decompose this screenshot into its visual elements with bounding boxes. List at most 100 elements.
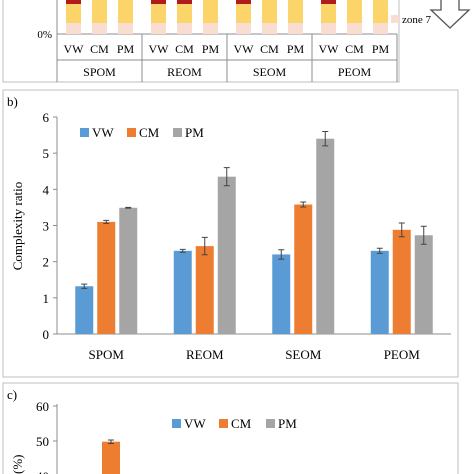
panel-b-legend-label-pm: PM <box>185 125 204 140</box>
panel-c: c) (%) 60 50 40 VW CM PM <box>2 382 459 474</box>
panel-a-stack-segment-pink <box>262 23 277 34</box>
panel-a-legend-label-zone7: zone 7 <box>402 14 432 26</box>
panel-b-category-label: SEOM <box>285 347 322 362</box>
panel-c-y-tick-label: 40 <box>36 469 49 474</box>
panel-b-y-tick-label: 2 <box>43 255 50 270</box>
panel-b-category-label: REOM <box>186 347 224 362</box>
panel-b-bar-vw-seom <box>272 254 291 334</box>
panel-b-error-bar <box>376 247 383 254</box>
panel-c-legend: VW CM PM <box>172 416 297 431</box>
panel-a-group-label: SEOM <box>253 65 287 79</box>
panel-a-stack-segment-pink <box>373 23 388 34</box>
panel-b-y-tick-label: 0 <box>43 327 50 342</box>
panel-b-legend-swatch-vw <box>80 128 89 137</box>
panel-a-bar-label: VW <box>319 42 340 56</box>
panel-a-bar-label: PM <box>117 42 135 56</box>
panel-a-stack-segment-pink <box>151 23 166 34</box>
panel-b-bar-vw-peom <box>370 250 389 334</box>
panel-a-bar-label: VW <box>149 42 170 56</box>
arrow-down-icon <box>429 0 471 29</box>
panel-a-frame <box>2 0 400 83</box>
panel-b-error-bar <box>179 248 186 253</box>
panel-c-legend-label-cm: CM <box>231 416 252 431</box>
panel-b-category-label: SPOM <box>89 347 125 362</box>
panel-a-stack-segment-pink <box>203 23 218 34</box>
panel-b-bar-pm-reom <box>217 176 236 334</box>
panel-a-stack-segment-red <box>151 0 166 4</box>
panel-b-error-bar <box>201 236 208 256</box>
panel-a-stack-segment-yellow <box>92 0 107 23</box>
panel-b-bar-pm-peom <box>414 235 433 334</box>
panel-b-error-bar <box>300 201 307 208</box>
panel-b-y-tick-label: 4 <box>43 182 50 197</box>
panel-a-legend-swatch-zone7 <box>391 15 399 23</box>
panel-c-bar-cm-spom <box>102 441 120 474</box>
panel-a-stack-segment-red <box>177 0 192 4</box>
panel-a-bar-label: CM <box>345 42 364 56</box>
panel-a-stack-segment-red <box>236 0 251 4</box>
panel-a-stack-segment-red <box>321 0 336 4</box>
panel-b-bar-cm-seom <box>294 204 313 334</box>
panel-a-stack-segment-pink <box>118 23 133 34</box>
panel-a-stack-segment-yellow <box>262 0 277 23</box>
panel-a-bar-labels: VW CM PM VW CM PM VW CM PM VW CM PM <box>64 42 390 56</box>
panel-a-stack-segment-pink <box>288 23 303 34</box>
panel-b-bar-pm-spom <box>119 207 138 334</box>
panel-b-error-bar <box>322 130 329 147</box>
panel-a: 0% VW CM PM VW CM PM VW CM PM VW CM PM SPOM REOM SEOM… <box>2 0 471 83</box>
panel-b-bar-cm-peom <box>392 229 411 334</box>
panel-a-bar-label: PM <box>202 42 220 56</box>
panel-b-bar-cm-spom <box>97 221 116 334</box>
panel-b-bars <box>75 130 433 334</box>
panel-a-bar-label: PM <box>287 42 305 56</box>
panel-b-error-bar <box>103 219 110 224</box>
panel-a-group-label: SPOM <box>83 65 116 79</box>
panel-a-stack-segment-yellow <box>288 0 303 23</box>
panel-b-error-bar <box>398 222 405 238</box>
panel-c-legend-swatch-pm <box>266 419 275 428</box>
panel-a-stack-segment-yellow <box>203 0 218 23</box>
panel-c-legend-label-pm: PM <box>278 416 297 431</box>
panel-b-error-bar <box>420 225 427 245</box>
panel-a-bar-label: PM <box>372 42 390 56</box>
panel-a-group-label: REOM <box>167 65 202 79</box>
panel-a-stack-segment-pink <box>177 23 192 34</box>
panel-b: b) Complexity ratio 0 1 2 3 4 5 6 SPOM REOM SEOM… <box>2 89 459 378</box>
panel-a-group-label: PEOM <box>338 65 372 79</box>
panel-a-group-labels: SPOM REOM SEOM PEOM <box>83 65 371 79</box>
panel-b-y-tick-label: 3 <box>43 219 50 234</box>
panel-b-error-bar <box>81 283 88 289</box>
panel-a-stack-segment-yellow <box>177 0 192 23</box>
panel-b-legend: VW CM PM <box>80 125 204 140</box>
panel-b-error-bar <box>125 206 132 209</box>
panel-a-bar-label: VW <box>234 42 255 56</box>
panel-a-bar-label: CM <box>175 42 194 56</box>
panel-c-bars <box>102 439 120 474</box>
panel-c-frame <box>2 382 459 474</box>
panel-a-stack-segment-yellow <box>118 0 133 23</box>
panel-b-frame <box>2 89 459 378</box>
panel-a-stack-segment-yellow <box>151 0 166 23</box>
panel-a-stack-segment-red <box>66 0 81 4</box>
panel-a-stack-segment-pink <box>321 23 336 34</box>
panel-c-y-label-fragment: (%) <box>10 455 25 474</box>
panel-b-bar-pm-seom <box>316 138 335 334</box>
panel-b-y-tick-label: 6 <box>43 110 50 125</box>
panel-b-label: b) <box>7 94 18 109</box>
panel-a-stack-segment-yellow <box>347 0 362 23</box>
panel-b-y-tick-label: 1 <box>43 291 50 306</box>
panel-a-bar-label: CM <box>90 42 109 56</box>
panel-b-error-bar <box>223 167 230 187</box>
panel-a-group-dividers <box>57 34 398 82</box>
panel-b-category-labels: SPOM REOM SEOM PEOM <box>89 347 421 362</box>
panel-a-y-tick: 0% <box>37 29 52 41</box>
panel-c-label: c) <box>7 387 17 402</box>
panel-a-bar-label: VW <box>64 42 85 56</box>
panel-c-y-tick-label: 50 <box>36 434 49 449</box>
panel-b-y-label: Complexity ratio <box>10 182 25 270</box>
panel-a-bar-label: CM <box>260 42 279 56</box>
panel-b-legend-label-cm: CM <box>139 125 160 140</box>
panel-a-stack-segment-yellow <box>321 0 336 23</box>
panel-c-error-bar <box>108 439 114 444</box>
